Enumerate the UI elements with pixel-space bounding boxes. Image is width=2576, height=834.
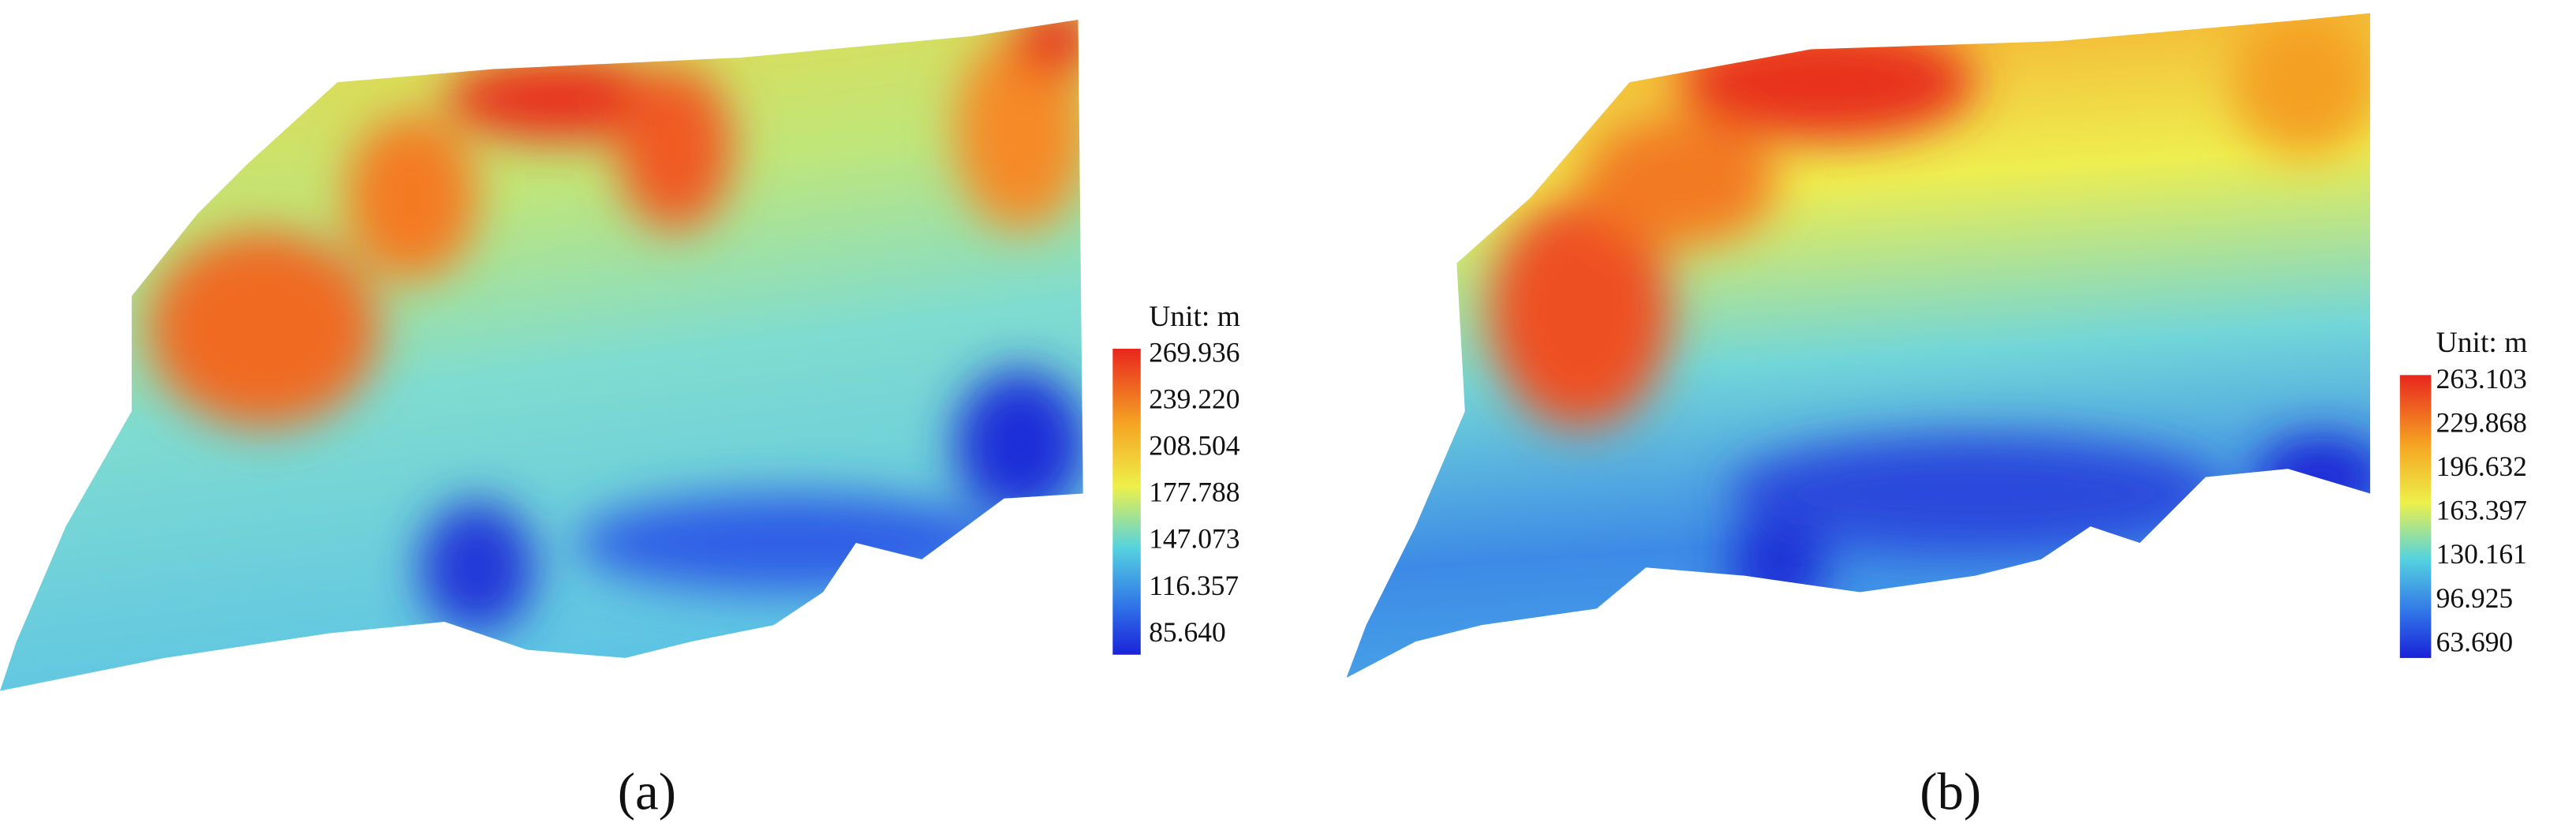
colorbar-a xyxy=(1112,348,1141,655)
legend-tick-label: 263.103 xyxy=(2436,363,2527,395)
elevation-map-a xyxy=(0,20,1083,691)
legend-tick-label: 63.690 xyxy=(2436,626,2513,657)
legend-tick-label: 147.073 xyxy=(1149,523,1239,555)
legend-tick-label: 96.925 xyxy=(2436,582,2513,614)
legend-tick-label: 208.504 xyxy=(1149,430,1239,462)
legend-title: Unit: m xyxy=(2436,327,2528,359)
elevation-map-b xyxy=(1346,13,2371,678)
colorbar-b xyxy=(2399,375,2432,658)
legend-tick-label: 269.936 xyxy=(1149,336,1239,368)
legend-title: Unit: m xyxy=(1149,301,1240,333)
legend-tick-label: 177.788 xyxy=(1149,477,1239,508)
legend-tick-label: 116.357 xyxy=(1149,570,1239,601)
panel-label: (b) xyxy=(1920,764,1981,821)
legend-tick-label: 130.161 xyxy=(2436,538,2527,570)
legend-tick-label: 239.220 xyxy=(1149,383,1239,415)
legend-tick-label: 163.397 xyxy=(2436,495,2527,526)
legend-tick-label: 85.640 xyxy=(1149,616,1225,648)
legend-tick-label: 229.868 xyxy=(2436,406,2527,438)
legend-tick-label: 196.632 xyxy=(2436,451,2527,482)
panel-label: (a) xyxy=(618,764,676,821)
